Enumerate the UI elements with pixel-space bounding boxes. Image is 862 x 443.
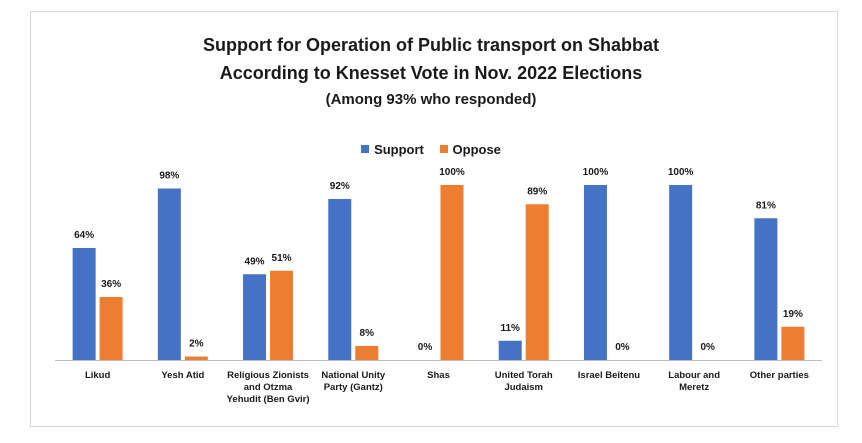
bar-support-5 — [498, 340, 522, 360]
bar-support-7 — [669, 185, 693, 360]
category-label-1: Yesh Atid — [161, 370, 205, 381]
category-label-2: Religious Zionists and Otzma Yehudit (Be… — [226, 370, 310, 405]
legend-label-support: Support — [374, 141, 424, 157]
data-label-oppose-8: 19% — [783, 309, 803, 320]
data-label-oppose-3: 8% — [360, 328, 375, 339]
bar-support-0 — [72, 248, 96, 360]
data-label-support-2: 49% — [245, 256, 265, 267]
bar-support-6 — [583, 185, 607, 360]
data-label-oppose-5: 89% — [527, 186, 547, 197]
category-label-6: Israel Beitenu — [577, 370, 641, 381]
data-label-oppose-4: 100% — [439, 167, 465, 178]
data-label-oppose-6: 0% — [615, 342, 630, 353]
bar-oppose-2 — [270, 270, 294, 360]
legend-swatch-oppose — [439, 145, 448, 153]
bar-oppose-5 — [525, 204, 549, 360]
category-label-8: Other parties — [749, 370, 809, 381]
data-label-support-0: 64% — [74, 230, 94, 241]
chart-title-line2: According to Knesset Vote in Nov. 2022 E… — [219, 63, 643, 83]
bar-support-3 — [328, 199, 352, 360]
data-label-oppose-2: 51% — [272, 253, 292, 264]
data-label-oppose-0: 36% — [101, 279, 121, 290]
legend-item-oppose: Oppose — [439, 141, 501, 157]
category-label-7: Labour and Meretz — [668, 370, 721, 393]
data-label-support-7: 100% — [668, 167, 694, 178]
data-label-oppose-7: 0% — [700, 342, 715, 353]
bar-oppose-3 — [355, 346, 379, 360]
bar-support-2 — [243, 274, 267, 360]
category-label-5: United Torah Judaism — [494, 370, 553, 393]
bar-oppose-8 — [781, 326, 805, 360]
category-label-3: National Unity Party (Gantz) — [321, 370, 386, 393]
legend-label-oppose: Oppose — [452, 141, 501, 157]
data-label-support-6: 100% — [583, 167, 609, 178]
chart-subtitle: (Among 93% who responded) — [325, 91, 537, 108]
legend: Support Oppose — [0, 141, 862, 157]
bar-oppose-0 — [99, 297, 123, 360]
legend-item-support: Support — [361, 142, 424, 157]
chart-title: Support for Operation of Public transpor… — [203, 35, 659, 55]
data-label-support-3: 92% — [330, 181, 350, 192]
bar-support-1 — [157, 188, 181, 360]
category-label-0: Likud — [84, 370, 111, 381]
data-label-support-8: 81% — [756, 200, 776, 211]
bar-oppose-1 — [184, 356, 208, 360]
bar-support-8 — [754, 218, 778, 360]
data-label-support-4: 0% — [418, 342, 433, 353]
legend-swatch-support — [361, 145, 370, 153]
data-label-support-1: 98% — [159, 171, 179, 182]
data-label-oppose-1: 2% — [189, 339, 204, 350]
bar-oppose-4 — [440, 185, 464, 360]
data-label-support-5: 11% — [500, 323, 520, 334]
category-label-4: Shas — [427, 370, 450, 381]
